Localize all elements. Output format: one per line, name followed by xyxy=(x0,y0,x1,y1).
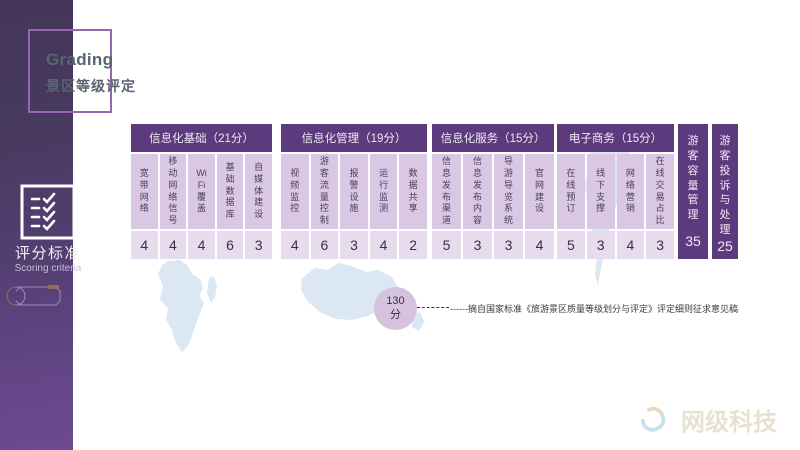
svg-text:网级科技: 网级科技 xyxy=(681,408,778,436)
